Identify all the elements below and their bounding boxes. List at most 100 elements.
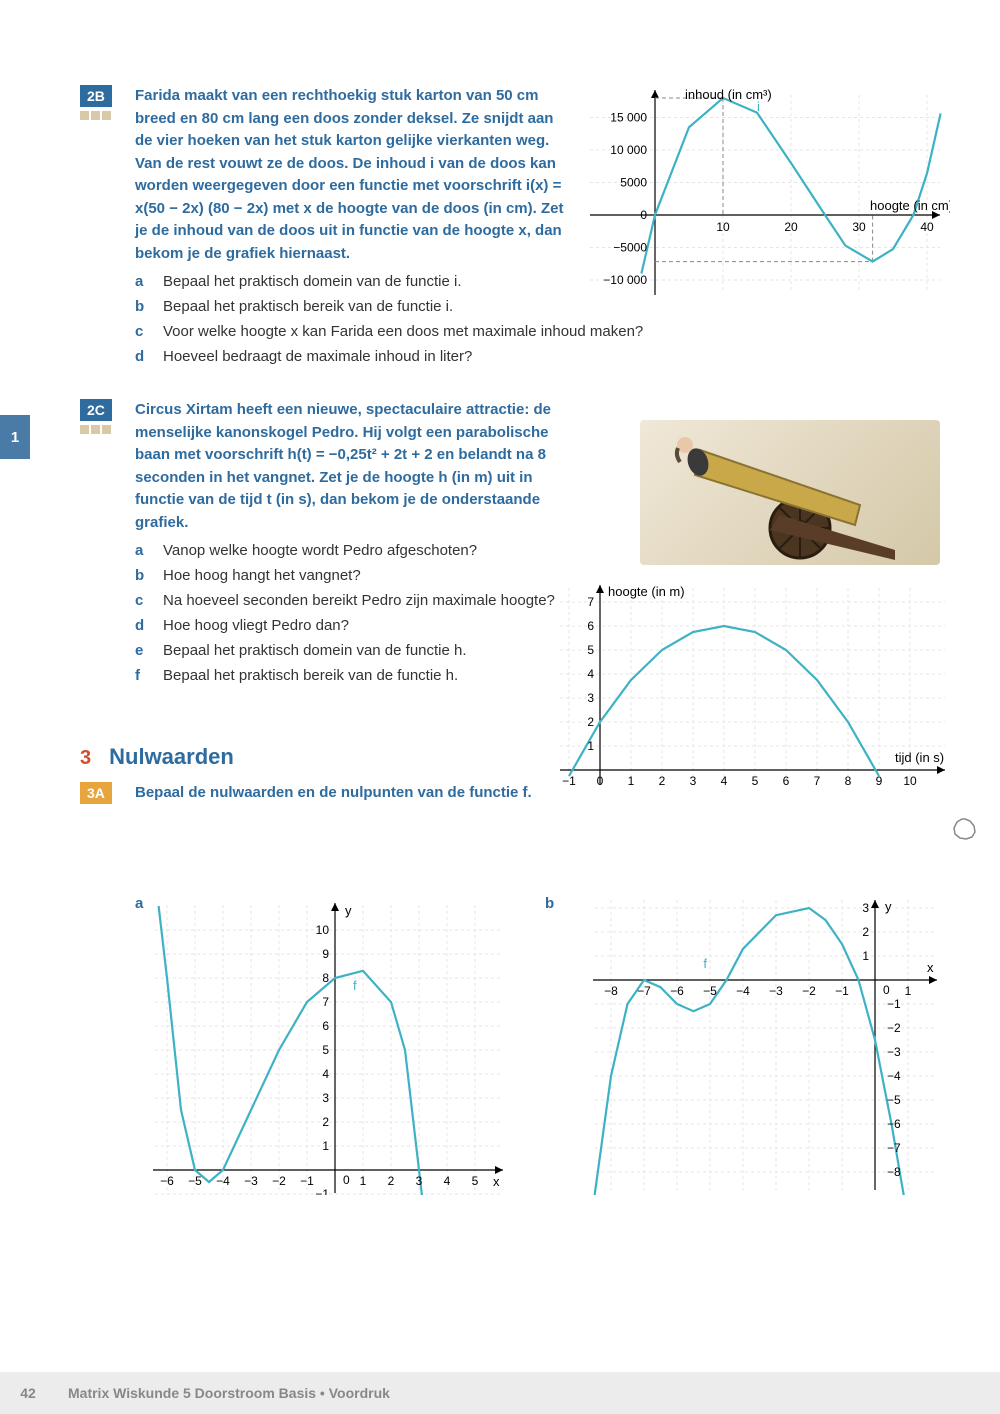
svg-text:−5: −5 bbox=[887, 1093, 901, 1107]
question-letter: c bbox=[135, 323, 149, 340]
svg-text:1: 1 bbox=[587, 739, 594, 753]
svg-text:−5000: −5000 bbox=[613, 241, 647, 255]
question-text: Bepaal het praktisch domein van de funct… bbox=[163, 273, 462, 290]
question-text: Hoe hoog hangt het vangnet? bbox=[163, 567, 361, 584]
chart-2c: 1234567−1012345678910hoogte (in m)tijd (… bbox=[555, 580, 950, 790]
svg-text:y: y bbox=[885, 899, 892, 914]
svg-text:−1: −1 bbox=[887, 997, 901, 1011]
section-number: 3 bbox=[80, 747, 91, 770]
question-text: Na hoeveel seconden bereikt Pedro zijn m… bbox=[163, 592, 555, 609]
question-text: Bepaal het praktisch bereik van de funct… bbox=[163, 298, 453, 315]
svg-text:0: 0 bbox=[597, 774, 604, 788]
question-2b-b: b Bepaal het praktisch bereik van de func… bbox=[135, 298, 950, 315]
subpart-label-a: a bbox=[135, 895, 143, 912]
svg-text:−4: −4 bbox=[887, 1069, 901, 1083]
svg-text:−2: −2 bbox=[802, 984, 816, 998]
svg-text:4: 4 bbox=[721, 774, 728, 788]
svg-text:i: i bbox=[757, 99, 760, 114]
svg-text:−7: −7 bbox=[637, 984, 651, 998]
svg-text:2: 2 bbox=[659, 774, 666, 788]
question-letter: b bbox=[135, 298, 149, 315]
svg-text:3: 3 bbox=[862, 901, 869, 915]
svg-text:2: 2 bbox=[322, 1115, 329, 1129]
exercise-2b-intro: Farida maakt van een rechthoekig stuk ka… bbox=[135, 85, 565, 265]
svg-text:−5: −5 bbox=[188, 1174, 202, 1188]
question-text: Hoeveel bedraagt de maximale inhoud in l… bbox=[163, 348, 472, 365]
svg-text:−3: −3 bbox=[887, 1045, 901, 1059]
svg-text:hoogte (in m): hoogte (in m) bbox=[608, 584, 685, 599]
svg-text:10: 10 bbox=[316, 923, 330, 937]
svg-text:−2: −2 bbox=[887, 1021, 901, 1035]
svg-text:6: 6 bbox=[783, 774, 790, 788]
svg-text:7: 7 bbox=[587, 595, 594, 609]
section-title: Nulwaarden bbox=[109, 744, 234, 770]
svg-text:6: 6 bbox=[322, 1019, 329, 1033]
svg-text:6: 6 bbox=[587, 619, 594, 633]
question-letter: f bbox=[135, 667, 149, 684]
question-letter: d bbox=[135, 348, 149, 365]
page-footer: 42 Matrix Wiskunde 5 Doorstroom Basis • … bbox=[0, 1372, 1000, 1414]
svg-text:2: 2 bbox=[862, 925, 869, 939]
svg-text:0: 0 bbox=[640, 208, 647, 222]
svg-text:f: f bbox=[703, 956, 707, 971]
chart-3a-b: b yx3210−1−2−3−4−5−6−7−8−8−7−6−5−4−3−2−1… bbox=[545, 895, 945, 1195]
svg-text:−8: −8 bbox=[887, 1165, 901, 1179]
question-letter: e bbox=[135, 642, 149, 659]
svg-text:0: 0 bbox=[883, 983, 890, 997]
svg-text:−4: −4 bbox=[216, 1174, 230, 1188]
svg-text:10: 10 bbox=[716, 220, 730, 234]
cloud-icon bbox=[950, 815, 980, 848]
exercise-2c-intro: Circus Xirtam heeft een nieuwe, spectacu… bbox=[135, 399, 575, 534]
svg-text:−1: −1 bbox=[300, 1174, 314, 1188]
svg-text:9: 9 bbox=[322, 947, 329, 961]
svg-text:−3: −3 bbox=[244, 1174, 258, 1188]
svg-text:7: 7 bbox=[322, 995, 329, 1009]
svg-text:9: 9 bbox=[876, 774, 883, 788]
question-letter: a bbox=[135, 273, 149, 290]
svg-text:−5: −5 bbox=[703, 984, 717, 998]
svg-text:10: 10 bbox=[903, 774, 917, 788]
question-letter: c bbox=[135, 592, 149, 609]
question-text: Bepaal het praktisch bereik van de funct… bbox=[163, 667, 458, 684]
question-letter: a bbox=[135, 542, 149, 559]
svg-text:40: 40 bbox=[920, 220, 934, 234]
svg-text:7: 7 bbox=[814, 774, 821, 788]
difficulty-squares bbox=[80, 425, 111, 434]
svg-text:y: y bbox=[345, 903, 352, 918]
svg-text:2: 2 bbox=[587, 715, 594, 729]
question-text: Bepaal het praktisch domein van de funct… bbox=[163, 642, 467, 659]
svg-text:tijd (in s): tijd (in s) bbox=[895, 750, 944, 765]
svg-text:−10 000: −10 000 bbox=[603, 273, 647, 287]
svg-text:5000: 5000 bbox=[620, 176, 647, 190]
exercise-badge-3a: 3A bbox=[80, 782, 112, 804]
page-number: 42 bbox=[0, 1385, 56, 1401]
question-2b-d: d Hoeveel bedraagt de maximale inhoud in … bbox=[135, 348, 950, 365]
svg-text:−6: −6 bbox=[160, 1174, 174, 1188]
footer-text: Matrix Wiskunde 5 Doorstroom Basis • Voo… bbox=[68, 1385, 390, 1401]
svg-text:1: 1 bbox=[322, 1139, 329, 1153]
exercise-badge-2b: 2B bbox=[80, 85, 112, 107]
chapter-tab: 1 bbox=[0, 415, 30, 459]
svg-text:8: 8 bbox=[845, 774, 852, 788]
svg-text:1: 1 bbox=[628, 774, 635, 788]
question-text: Hoe hoog vliegt Pedro dan? bbox=[163, 617, 349, 634]
svg-text:−1: −1 bbox=[562, 774, 576, 788]
svg-text:5: 5 bbox=[752, 774, 759, 788]
svg-text:1: 1 bbox=[905, 984, 912, 998]
svg-text:−1: −1 bbox=[315, 1187, 329, 1195]
svg-text:f: f bbox=[353, 978, 357, 993]
svg-text:3: 3 bbox=[322, 1091, 329, 1105]
svg-text:−6: −6 bbox=[670, 984, 684, 998]
svg-text:hoogte (in cm): hoogte (in cm) bbox=[870, 198, 950, 213]
svg-text:−6: −6 bbox=[887, 1117, 901, 1131]
question-text: Vanop welke hoogte wordt Pedro afgeschot… bbox=[163, 542, 477, 559]
svg-text:−7: −7 bbox=[887, 1141, 901, 1155]
svg-text:10 000: 10 000 bbox=[610, 143, 647, 157]
question-2b-c: cVoor welke hoogte x kan Farida een doos… bbox=[135, 323, 950, 340]
question-letter: b bbox=[135, 567, 149, 584]
svg-text:3: 3 bbox=[587, 691, 594, 705]
question-letter: d bbox=[135, 617, 149, 634]
svg-text:−2: −2 bbox=[272, 1174, 286, 1188]
svg-text:30: 30 bbox=[852, 220, 866, 234]
svg-text:2: 2 bbox=[388, 1174, 395, 1188]
